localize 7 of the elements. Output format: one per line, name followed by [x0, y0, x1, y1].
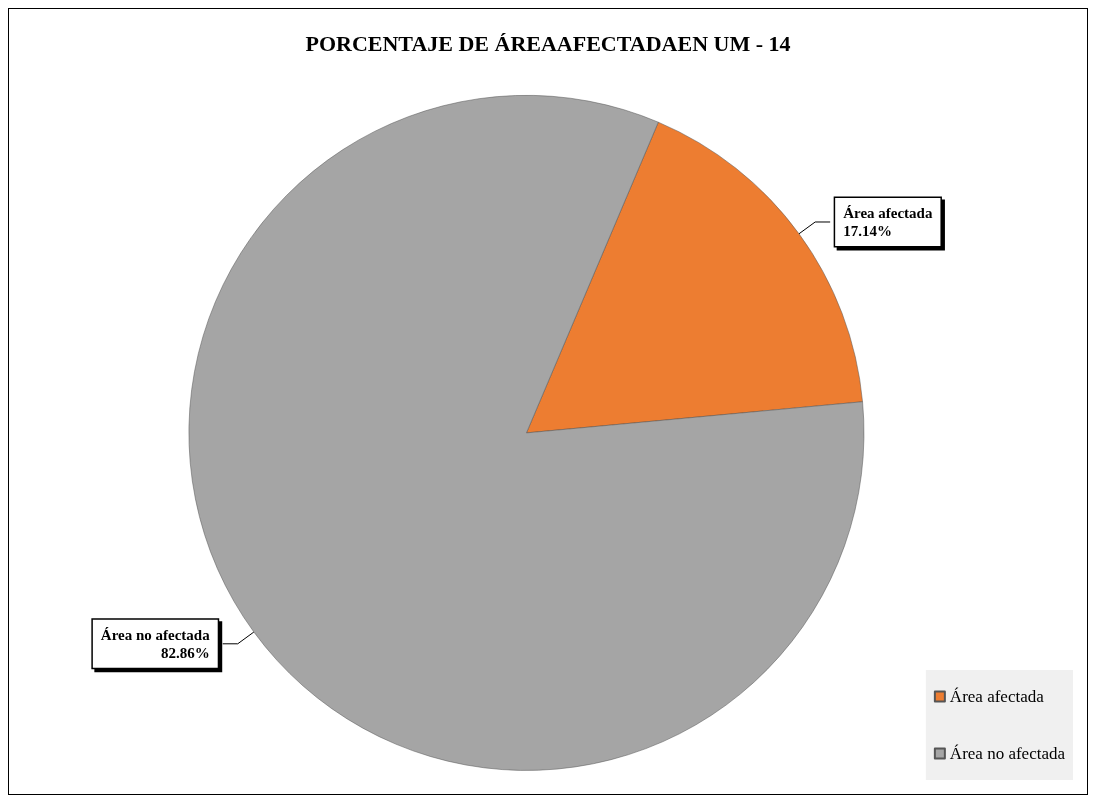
- data-label: 82.86%: [160, 644, 210, 661]
- chart-title: PORCENTAJE DE ÁREAAFECTADAEN UM - 14: [305, 30, 791, 56]
- data-label: 17.14%: [843, 222, 892, 239]
- legend-label: Área afectada: [949, 687, 1045, 706]
- slice-label: Área afectada: [843, 204, 933, 221]
- legend-label: Área no afectada: [949, 744, 1066, 763]
- slice-label: Área no afectada: [100, 626, 211, 643]
